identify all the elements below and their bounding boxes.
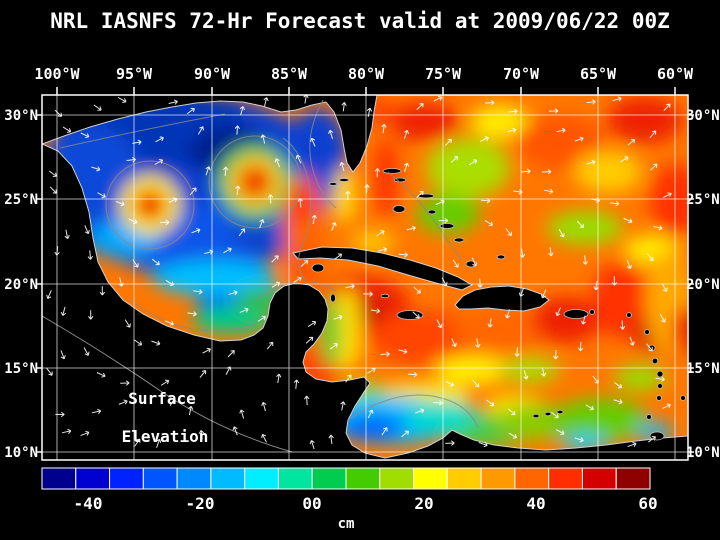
gray-contours	[59, 99, 479, 429]
island-antilles	[644, 329, 650, 335]
colorbar-labels: -40 -20 00 20 40 60 cm	[74, 494, 658, 532]
island-bahamas	[496, 254, 506, 260]
island-cayman	[380, 293, 390, 299]
colorbar-segment	[41, 467, 77, 490]
colorbar-segment	[244, 467, 279, 490]
island-bahamas	[382, 168, 402, 174]
colorbar	[41, 467, 651, 490]
landmasses	[42, 95, 688, 460]
island-abc	[556, 409, 564, 415]
colorbar-segment	[379, 467, 415, 490]
colorbar-segment	[413, 467, 448, 490]
island-antilles	[656, 370, 664, 378]
y-tick-label: 25°N	[4, 192, 38, 208]
island-antilles	[657, 383, 663, 389]
y-tick-label: 30°N	[686, 108, 720, 124]
island-abc	[544, 411, 552, 417]
y-tick-label: 15°N	[686, 361, 720, 377]
colorbar-segment	[446, 467, 482, 490]
y-tick-label: 30°N	[4, 108, 38, 124]
x-tick-label: 65°W	[580, 65, 617, 83]
land-mexico-central-south-america	[42, 143, 688, 460]
island-antilles	[646, 414, 652, 420]
island-abc	[532, 413, 540, 419]
ssh-field	[42, 95, 688, 460]
island-antilles	[589, 309, 595, 315]
colorbar-segment	[548, 467, 583, 490]
page-title: NRL IASNFS 72-Hr Forecast valid at 2009/…	[50, 9, 670, 33]
x-tick-label: 95°W	[116, 65, 153, 83]
x-tick-label: 80°W	[348, 65, 385, 83]
island-isla-juventud	[311, 263, 325, 273]
colorbar-tick-label: -20	[186, 494, 215, 513]
grid-lines	[42, 95, 688, 460]
island-keys	[328, 182, 338, 186]
island-cozumel	[330, 293, 336, 303]
island-antilles	[651, 357, 659, 365]
colorbar-unit-label: cm	[338, 516, 355, 532]
island-antilles	[680, 395, 686, 401]
y-axis-labels-left: 30°N 25°N 20°N 15°N 10°N	[4, 108, 38, 461]
colorbar-tick-label: 20	[414, 494, 433, 513]
colorbar-segment	[142, 467, 178, 490]
colorbar-segment	[311, 467, 347, 490]
colorbar-segment	[581, 467, 617, 490]
colorbar-segment	[514, 467, 550, 490]
pacific-coastline	[41, 315, 293, 453]
island-keys	[338, 178, 350, 182]
colorbar-segment	[75, 467, 111, 490]
x-tick-label: 100°W	[34, 65, 80, 83]
land-cuba	[292, 246, 474, 291]
land-hispaniola	[454, 285, 550, 312]
current-vector-arrows	[46, 94, 672, 450]
y-tick-label: 20°N	[4, 277, 38, 293]
x-tick-label: 90°W	[194, 65, 231, 83]
x-tick-label: 85°W	[271, 65, 308, 83]
field-label-line2: Elevation	[122, 427, 209, 446]
islands	[311, 168, 686, 441]
island-bahamas	[453, 237, 465, 243]
island-antilles	[656, 395, 662, 401]
colorbar-tick-label: 00	[302, 494, 321, 513]
colorbar-segment	[615, 467, 651, 490]
island-bahamas	[392, 205, 406, 213]
colorbar-segment	[176, 467, 212, 490]
island-bahamas	[439, 223, 455, 229]
y-tick-label: 25°N	[686, 192, 720, 208]
y-axis-labels-right: 30°N 25°N 20°N 15°N 10°N	[686, 108, 720, 461]
y-tick-label: 10°N	[4, 445, 38, 461]
colorbar-segment	[109, 467, 144, 490]
x-tick-label: 70°W	[503, 65, 540, 83]
tick-marks	[36, 87, 694, 453]
island-puerto-rico	[563, 309, 589, 319]
colorbar-segment	[345, 467, 381, 490]
colorbar-tick-label: 60	[638, 494, 657, 513]
field-label-line1: Surface	[128, 389, 195, 408]
map-frame	[41, 94, 689, 461]
y-tick-label: 10°N	[686, 445, 720, 461]
island-antilles	[626, 312, 632, 318]
x-axis-labels: 100°W 95°W 90°W 85°W 80°W 75°W 70°W 65°W…	[34, 65, 694, 83]
x-tick-label: 60°W	[657, 65, 694, 83]
y-tick-label: 15°N	[4, 361, 38, 377]
colorbar-tick-label: -40	[74, 494, 103, 513]
colorbar-segment	[210, 467, 246, 490]
colorbar-segment	[277, 467, 313, 490]
x-tick-label: 75°W	[425, 65, 462, 83]
y-tick-label: 20°N	[686, 277, 720, 293]
colorbar-tick-label: 40	[526, 494, 545, 513]
colorbar-segment	[480, 467, 516, 490]
